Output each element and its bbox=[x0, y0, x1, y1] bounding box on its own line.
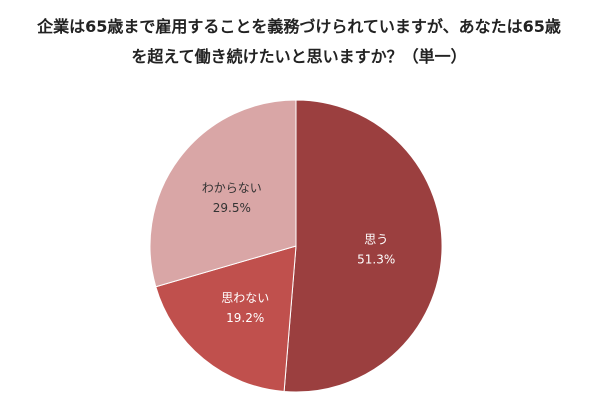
pie-slice-label-1: 思う bbox=[364, 232, 388, 246]
pie-slice-3 bbox=[149, 99, 297, 288]
pie-slices bbox=[149, 99, 443, 393]
chart-title-line-1: 企業は65歳まで雇用することを義務づけられていますが、あなたは65歳 bbox=[37, 17, 561, 36]
pie-slice-2 bbox=[155, 245, 297, 393]
pie-slice-label-2: 思わない bbox=[221, 291, 269, 305]
pie-slice-value-3: 29.5% bbox=[213, 201, 251, 215]
pie-slice-value-1: 51.3% bbox=[357, 252, 395, 266]
pie-slice-value-2: 19.2% bbox=[226, 311, 264, 325]
pie-labels: 思う 51.3% 思わない 19.2% わからない 29.5% bbox=[202, 181, 395, 325]
chart-title: 企業は65歳まで雇用することを義務づけられていますが、あなたは65歳 を超えて働… bbox=[0, 12, 598, 72]
chart-title-line-2: を超えて働き続けたいと思いますか？（単一） bbox=[131, 47, 467, 66]
pie-slice-1 bbox=[283, 99, 443, 393]
pie-slice-label-3: わからない bbox=[202, 181, 262, 195]
